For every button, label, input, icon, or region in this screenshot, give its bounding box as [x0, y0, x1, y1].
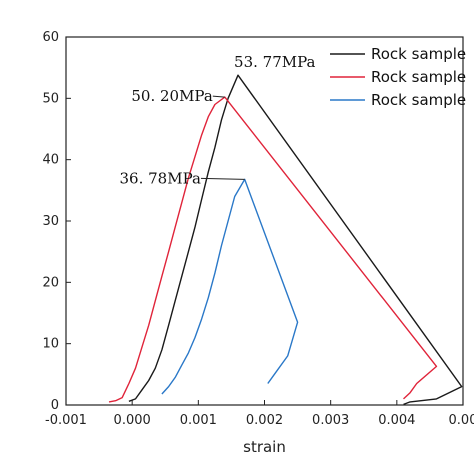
annotation-label: 36. 78MPa: [120, 169, 201, 187]
annotation-label: 50. 20MPa: [131, 87, 212, 105]
x-tick-label: 0.003: [312, 413, 349, 428]
axes: 0 10 20 30 40 50 60 -0.001 0.000 0.001 0.002 0.003 0…: [42, 30, 474, 428]
x-tick-label: 0.00: [449, 413, 474, 428]
y-tick-label: 20: [42, 275, 59, 290]
x-tick-label: 0.004: [378, 413, 415, 428]
annotation-layer: 53. 77MPa 50. 20MPa 36. 78MPa: [120, 53, 316, 187]
y-tick-label: 30: [42, 214, 59, 229]
y-tick-label: 10: [42, 337, 59, 352]
series-line-1: [128, 74, 463, 406]
x-tick-label: 0.002: [246, 413, 283, 428]
y-tick-label: 0: [51, 398, 59, 413]
legend-label-1: Rock sample: [371, 45, 466, 63]
series-layer: [108, 74, 463, 406]
legend-label-3: Rock sample: [371, 91, 466, 109]
legend-label-2: Rock sample: [371, 68, 466, 86]
x-tick-label: -0.001: [45, 413, 87, 428]
x-tick-label: 0.001: [180, 413, 217, 428]
x-axis-title: strain: [243, 438, 286, 456]
series-line-2: [108, 96, 438, 403]
y-tick-label: 40: [42, 153, 59, 168]
series-line-3: [161, 178, 299, 395]
y-tick-label: 50: [42, 91, 59, 106]
legend: Rock sample Rock sample Rock sample: [330, 45, 466, 109]
annotation-leader: [212, 95, 225, 98]
x-tick-label: 0.000: [114, 413, 151, 428]
y-tick-label: 60: [42, 30, 59, 45]
annotation-label: 53. 77MPa: [234, 53, 315, 71]
annotation-leader: [200, 177, 245, 180]
